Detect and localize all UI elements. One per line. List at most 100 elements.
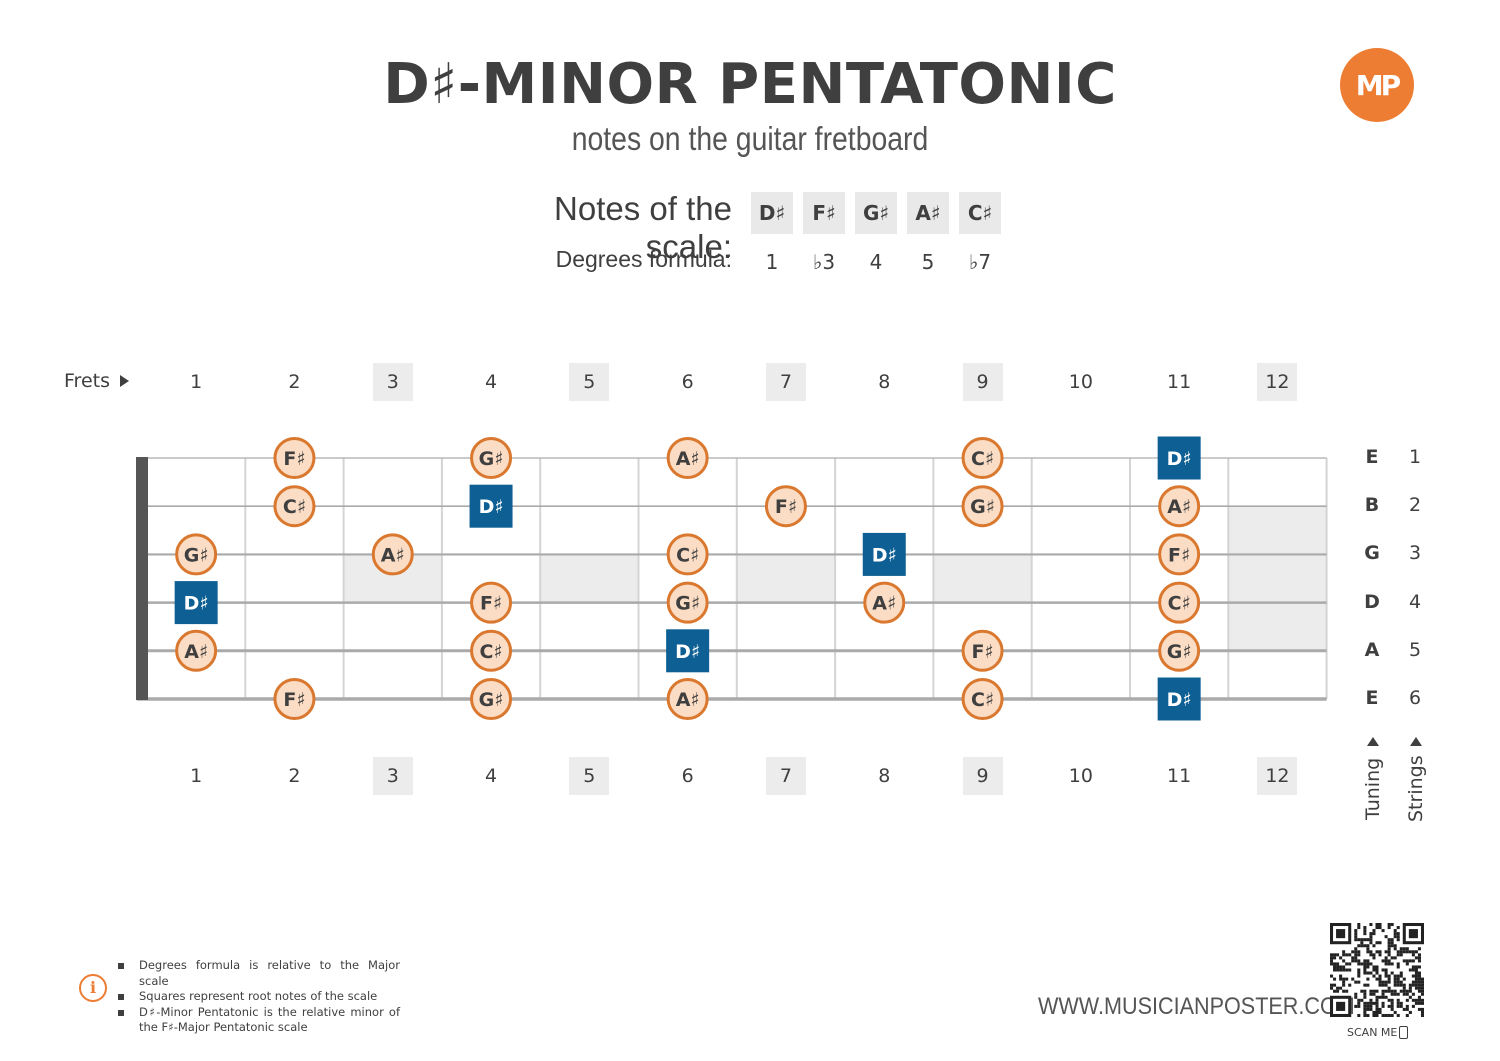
note-label: D♯: [675, 641, 700, 663]
footnote-text: Degrees formula is relative to the Major…: [139, 958, 400, 988]
fret-number-bot: 3: [372, 757, 413, 795]
note-label: A♯: [872, 593, 896, 615]
note-label: C♯: [676, 544, 699, 566]
note-label: F♯: [283, 448, 305, 470]
footnotes: Degrees formula is relative to the Major…: [115, 958, 400, 1036]
scale-note-marker: F♯: [961, 629, 1004, 672]
fret-number-top: 12: [1257, 363, 1298, 401]
footnote-text: D♯-Minor Pentatonic is the relative mino…: [139, 1004, 400, 1035]
tuning-note: E: [1365, 446, 1379, 468]
scale-note-marker: C♯: [470, 629, 513, 672]
scale-note-marker: A♯: [1158, 485, 1201, 528]
scan-me-label: SCAN ME: [1347, 1026, 1398, 1039]
musicianposter-logo: MP: [1340, 48, 1414, 122]
scale-note-chip: G♯: [855, 192, 897, 234]
fret-number-bot: 2: [288, 765, 301, 787]
fret-number-top: 1: [190, 371, 203, 393]
fret-number-bot: 5: [569, 757, 610, 795]
scale-notes-label: Notes of the scale:: [554, 190, 732, 265]
string-number: 4: [1408, 590, 1422, 613]
string-number: 1: [1408, 446, 1422, 468]
note-label: D♯: [1167, 448, 1192, 470]
strings-arrow-icon: [1410, 737, 1422, 746]
scale-degree: ♭7: [968, 250, 992, 274]
scale-note-marker: G♯: [961, 485, 1004, 528]
note-label: F♯: [480, 593, 502, 615]
scale-note-marker: G♯: [175, 533, 218, 576]
fret-number-bot: 9: [962, 757, 1003, 795]
scale-note-marker: G♯: [1158, 629, 1201, 672]
footnote-item: D♯-Minor Pentatonic is the relative mino…: [115, 1005, 400, 1036]
scale-note-marker: F♯: [1158, 533, 1201, 576]
phone-icon: [1399, 1026, 1408, 1039]
note-label: F♯: [283, 689, 305, 711]
note-label: A♯: [381, 544, 405, 566]
frets-arrow-icon: [120, 375, 129, 387]
note-label: C♯: [1168, 593, 1191, 615]
frets-label: Frets: [64, 370, 110, 392]
note-label: D♯: [184, 593, 209, 615]
string-number: 2: [1408, 494, 1422, 517]
scale-note-marker: C♯: [666, 533, 709, 576]
fretboard-diagram: F♯ G♯ A♯ C♯ D♯ C♯ D♯ F♯ G♯ A♯ G♯ A♯ C♯ D♯ F♯ D♯ F♯ G♯ A♯ C♯…: [136, 436, 1328, 721]
scale-note-marker: C♯: [961, 437, 1004, 479]
scale-note-marker: A♯: [666, 678, 709, 720]
note-label: A♯: [184, 641, 208, 663]
fret-number-bot: 7: [765, 757, 806, 795]
scale-note-marker: F♯: [470, 581, 513, 624]
fret-number-top: 8: [878, 371, 891, 393]
root-note-marker: D♯: [666, 629, 710, 673]
fret-number-top: 5: [569, 363, 610, 401]
note-label: G♯: [970, 496, 995, 518]
scale-note-marker: C♯: [1158, 581, 1201, 624]
note-label: D♯: [479, 496, 504, 518]
string-number: 6: [1408, 687, 1422, 709]
string-number: 5: [1408, 638, 1422, 661]
scale-note-marker: F♯: [764, 485, 807, 528]
fret-number-bot: 6: [681, 765, 694, 787]
fret-number-bot: 10: [1068, 765, 1093, 787]
tuning-note: B: [1364, 494, 1380, 517]
note-label: F♯: [775, 496, 797, 518]
bullet-icon: [118, 963, 124, 969]
string-number: 3: [1408, 542, 1422, 565]
website-link[interactable]: WWW.MUSICIANPOSTER.COM: [1038, 993, 1355, 1020]
scale-note-marker: C♯: [961, 678, 1004, 720]
fret-number-top: 2: [288, 371, 301, 393]
scale-note-marker: A♯: [863, 581, 906, 624]
fret-inlay-marker: [736, 554, 836, 603]
scale-note-marker: A♯: [666, 437, 709, 479]
bullet-icon: [118, 994, 124, 1000]
scale-note-chip: F♯: [803, 192, 845, 234]
note-label: A♯: [676, 689, 700, 711]
note-label: C♯: [283, 496, 306, 518]
fret-number-bot: 11: [1167, 765, 1192, 787]
nut: [136, 457, 148, 700]
scale-degree: ♭3: [812, 250, 836, 274]
qr-code[interactable]: [1330, 923, 1424, 1017]
root-note-marker: D♯: [1157, 677, 1201, 721]
page-subtitle: notes on the guitar fretboard: [571, 120, 929, 157]
footnote-item: Squares represent root notes of the scal…: [115, 989, 400, 1005]
scale-note-marker: G♯: [666, 581, 709, 624]
note-label: G♯: [675, 593, 700, 615]
note-label: F♯: [971, 641, 993, 663]
scale-degree: 4: [869, 250, 883, 274]
bullet-icon: [118, 1009, 124, 1016]
tuning-note: E: [1365, 687, 1379, 709]
fret-number-bot: 12: [1257, 757, 1298, 795]
scale-note-marker: F♯: [273, 437, 316, 479]
page-title: D♯-MINOR PENTATONIC: [383, 52, 1117, 117]
fret-number-bot: 4: [485, 765, 498, 787]
fret-inlay-marker: [540, 554, 639, 603]
root-note-marker: D♯: [1157, 436, 1201, 480]
scale-note-chip: D♯: [751, 192, 793, 234]
note-label: A♯: [1167, 496, 1191, 518]
scale-note-marker: G♯: [470, 678, 513, 720]
scale-note-marker: A♯: [175, 629, 218, 672]
fret-number-top: 11: [1167, 371, 1192, 393]
note-label: G♯: [479, 448, 504, 470]
scale-note-marker: F♯: [273, 678, 316, 720]
scale-note-chip: A♯: [907, 192, 949, 234]
fret-number-top: 7: [765, 363, 806, 401]
